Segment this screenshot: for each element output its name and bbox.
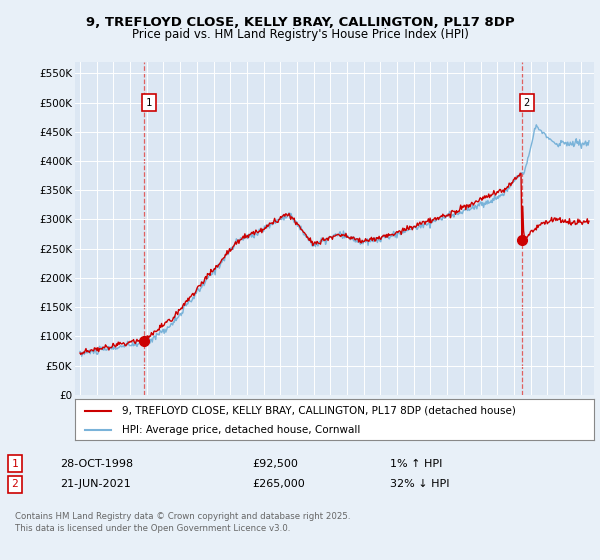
Text: £265,000: £265,000 — [252, 479, 305, 489]
Text: Contains HM Land Registry data © Crown copyright and database right 2025.: Contains HM Land Registry data © Crown c… — [15, 512, 350, 521]
Text: 1% ↑ HPI: 1% ↑ HPI — [390, 459, 442, 469]
Text: £92,500: £92,500 — [252, 459, 298, 469]
Text: 9, TREFLOYD CLOSE, KELLY BRAY, CALLINGTON, PL17 8DP (detached house): 9, TREFLOYD CLOSE, KELLY BRAY, CALLINGTO… — [122, 405, 515, 416]
Text: 32% ↓ HPI: 32% ↓ HPI — [390, 479, 449, 489]
Text: 9, TREFLOYD CLOSE, KELLY BRAY, CALLINGTON, PL17 8DP: 9, TREFLOYD CLOSE, KELLY BRAY, CALLINGTO… — [86, 16, 514, 29]
Text: This data is licensed under the Open Government Licence v3.0.: This data is licensed under the Open Gov… — [15, 524, 290, 533]
Text: 28-OCT-1998: 28-OCT-1998 — [60, 459, 133, 469]
Text: 1: 1 — [146, 97, 152, 108]
Text: HPI: Average price, detached house, Cornwall: HPI: Average price, detached house, Corn… — [122, 424, 360, 435]
Text: Price paid vs. HM Land Registry's House Price Index (HPI): Price paid vs. HM Land Registry's House … — [131, 28, 469, 41]
Text: 2: 2 — [11, 479, 19, 489]
Text: 1: 1 — [11, 459, 19, 469]
Text: 2: 2 — [524, 97, 530, 108]
Text: 21-JUN-2021: 21-JUN-2021 — [60, 479, 131, 489]
